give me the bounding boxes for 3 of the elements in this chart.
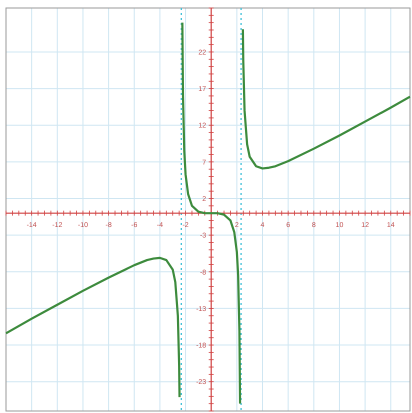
line-series bbox=[242, 28, 412, 170]
line-series bbox=[181, 22, 242, 405]
line-series bbox=[4, 256, 181, 398]
